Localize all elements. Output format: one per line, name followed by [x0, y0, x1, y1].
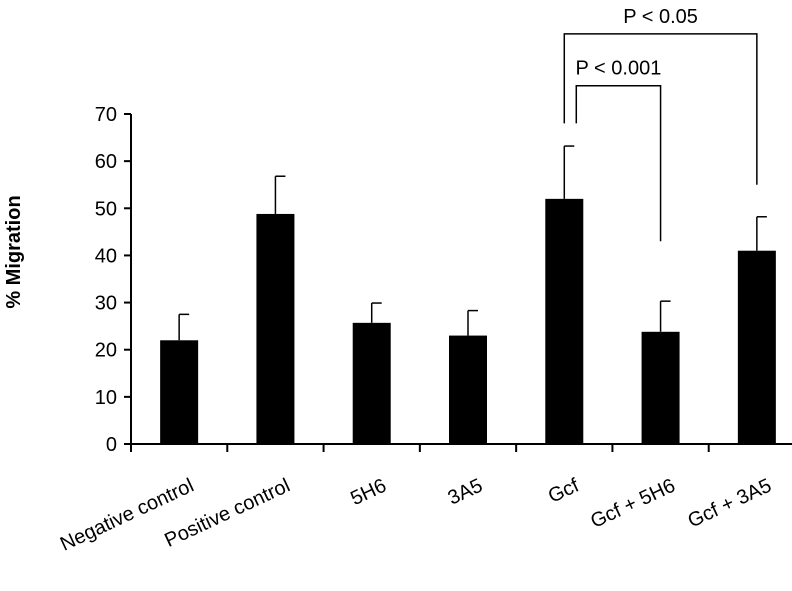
y-tick-label: 50	[95, 198, 117, 220]
y-tick-label: 20	[95, 340, 117, 362]
y-tick-label: 10	[95, 387, 117, 409]
bar	[641, 331, 680, 444]
x-category-label: 3A5	[445, 475, 487, 510]
y-tick-label: 40	[95, 245, 117, 267]
y-ticks-layer: 0 10 20 30 40 50 60 70	[95, 104, 131, 456]
x-category-label: Gcf + 5H6	[587, 475, 678, 533]
bar	[256, 213, 295, 444]
bars-layer	[160, 198, 776, 444]
y-tick-label: 30	[95, 293, 117, 315]
x-category-label: 5H6	[347, 475, 390, 510]
bar	[737, 250, 776, 444]
y-tick-label: 70	[95, 104, 117, 126]
significance-label: P < 0.05	[623, 6, 698, 28]
bar	[160, 340, 199, 444]
bar	[352, 322, 391, 444]
axes-layer	[130, 114, 792, 445]
y-axis-title: % Migration	[3, 195, 25, 308]
x-category-label: Gcf + 3A5	[685, 475, 775, 533]
bar	[449, 335, 487, 444]
significance-label: P < 0.001	[576, 58, 662, 80]
significance-bracket	[575, 84, 662, 242]
y-tick-label: 60	[95, 151, 117, 173]
significance-bracket	[563, 33, 758, 185]
annotations-layer: P < 0.001 P < 0.05	[563, 6, 758, 242]
x-category-label: Gcf	[545, 474, 583, 507]
y-tick-label: 0	[106, 434, 117, 456]
error-bars-layer	[178, 145, 767, 341]
bar	[545, 198, 584, 444]
